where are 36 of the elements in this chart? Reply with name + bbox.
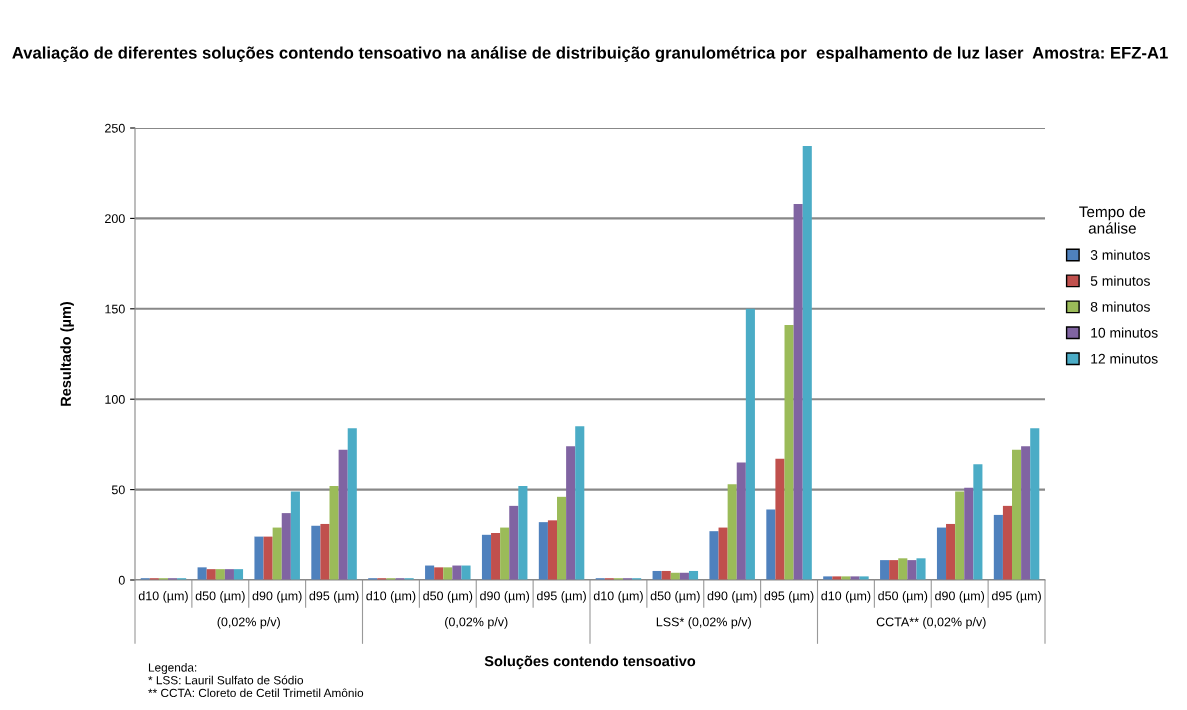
text: LSS* (0,02% p/v)	[656, 617, 751, 629]
x-tick-label: d10 (µm)	[821, 591, 871, 603]
text: (0,02% p/v)	[217, 617, 280, 629]
legend-label: 8 minutos	[1090, 301, 1150, 312]
x-tick-label: d50 (µm)	[878, 591, 928, 603]
y-axis-title: Resultado (µm)	[60, 301, 74, 406]
y-tick-label: 0	[118, 575, 125, 585]
chart-title: Avaliação de diferentes soluções contendo tensoativo na análise de distribuição granulométrica por espalhamento de luz laser Amostra: EFZ-A1	[12, 46, 1168, 63]
x-tick-label: d95 (µm)	[991, 591, 1041, 603]
legend-title: Tempo de análise	[1079, 206, 1146, 234]
x-tick-label: d90 (µm)	[252, 591, 302, 603]
x-tick-label: d10 (µm)	[593, 591, 643, 603]
legend-label: 5 minutos	[1090, 275, 1150, 286]
x-tick-label: d90 (µm)	[935, 591, 985, 603]
x-tick-label: d10 (µm)	[138, 591, 188, 603]
text: Legenda: * LSS: Lauril Sulfato de Sódio ** CCTA: Cloreto de Cetil Trimetil Amônio	[148, 663, 364, 698]
legend-label: 12 minutos	[1091, 353, 1158, 364]
text: (0,02% p/v)	[445, 617, 508, 629]
y-tick-label: 250	[105, 123, 125, 133]
legend-label: 10 minutos	[1091, 327, 1158, 338]
y-tick-label: 200	[105, 214, 125, 224]
x-tick-label: d10 (µm)	[366, 591, 416, 603]
x-tick-label: d95 (µm)	[764, 591, 814, 603]
x-tick-label: d90 (µm)	[707, 591, 757, 603]
y-tick-label: 150	[105, 304, 125, 314]
x-axis-title: Soluções contendo tensoativo	[484, 655, 696, 670]
legend-label: 3 minutos	[1090, 249, 1150, 260]
x-tick-label: d90 (µm)	[480, 591, 530, 603]
y-tick-label: 50	[111, 485, 125, 495]
x-tick-label: d95 (µm)	[536, 591, 586, 603]
x-tick-label: d50 (µm)	[650, 591, 700, 603]
x-tick-label: d50 (µm)	[423, 591, 473, 603]
x-tick-label: d95 (µm)	[309, 591, 359, 603]
x-tick-label: d50 (µm)	[195, 591, 245, 603]
y-tick-label: 100	[105, 395, 125, 404]
text: CCTA** (0,02% p/v)	[876, 617, 986, 629]
